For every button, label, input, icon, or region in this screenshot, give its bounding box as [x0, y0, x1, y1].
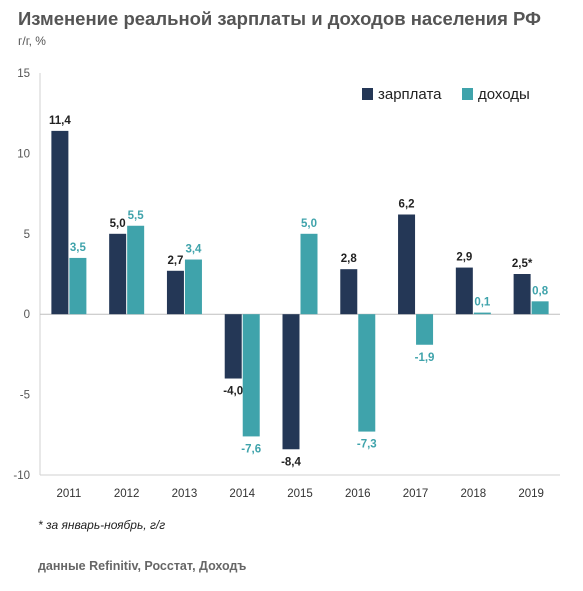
salary-bar-2014 [224, 314, 242, 379]
y-tick-label: 10 [17, 148, 30, 160]
salary-bar-2015 [282, 314, 300, 450]
income-bar-2015 [300, 233, 318, 315]
salary-bar-2019 [513, 274, 531, 315]
source-note: данные Refinitiv, Росстат, Доходъ [38, 559, 247, 573]
y-tick-label: 0 [24, 309, 30, 321]
chart-title: Изменение реальной зарплаты и доходов на… [18, 8, 541, 29]
salary-bar-2011 [51, 130, 69, 315]
legend-swatch-income [462, 88, 473, 100]
x-tick-label: 2018 [461, 488, 487, 500]
y-tick-label: -5 [20, 390, 30, 402]
salary-value-label: 2,8 [341, 253, 358, 265]
x-tick-label: 2017 [403, 488, 429, 500]
salary-bar-2018 [455, 267, 473, 315]
x-tick-label: 2016 [345, 488, 371, 500]
salary-value-label: 2,5* [512, 258, 533, 270]
salary-bar-2013 [166, 270, 184, 315]
y-tick-label: -10 [13, 470, 30, 482]
legend-label-income: доходы [478, 86, 530, 103]
y-tick-label: 5 [24, 229, 30, 241]
income-bar-2014 [242, 314, 260, 437]
footnote: * за январь-ноябрь, г/г [38, 518, 166, 532]
income-value-label: 5,5 [128, 210, 145, 222]
salary-value-label: -8,4 [281, 456, 301, 468]
income-bar-2019 [531, 301, 549, 315]
income-bar-2013 [184, 259, 202, 315]
income-value-label: 0,8 [532, 285, 549, 297]
salary-value-label: 2,7 [167, 255, 183, 267]
income-value-label: 3,4 [185, 244, 202, 256]
income-value-label: 0,1 [474, 297, 491, 309]
salary-bar-2017 [398, 214, 416, 315]
x-tick-label: 2019 [518, 488, 544, 500]
x-tick-label: 2013 [172, 488, 198, 500]
income-value-label: -7,3 [357, 439, 377, 451]
income-bar-2011 [69, 257, 87, 315]
income-value-label: -1,9 [415, 352, 435, 364]
x-tick-label: 2014 [229, 488, 255, 500]
income-bar-2016 [358, 314, 376, 432]
legend-swatch-salary [362, 88, 373, 100]
salary-bar-2016 [340, 269, 358, 315]
y-tick-label: 15 [17, 68, 30, 80]
chart-subtitle: г/г, % [18, 34, 46, 48]
x-tick-label: 2015 [287, 488, 313, 500]
salary-value-label: 5,0 [110, 218, 126, 230]
income-value-label: 5,0 [301, 218, 317, 230]
income-bar-2018 [473, 312, 491, 315]
salary-value-label: 6,2 [399, 199, 415, 211]
salary-value-label: 11,4 [49, 115, 71, 127]
x-tick-label: 2012 [114, 488, 140, 500]
income-bar-2012 [127, 225, 145, 315]
x-tick-label: 2011 [57, 488, 82, 500]
legend-label-salary: зарплата [378, 86, 442, 103]
salary-value-label: -4,0 [223, 386, 243, 398]
income-value-label: -7,6 [241, 443, 261, 455]
salary-value-label: 2,9 [456, 252, 472, 264]
income-bar-2017 [416, 314, 434, 345]
salary-bar-2012 [109, 233, 127, 315]
income-value-label: 3,5 [70, 242, 87, 254]
